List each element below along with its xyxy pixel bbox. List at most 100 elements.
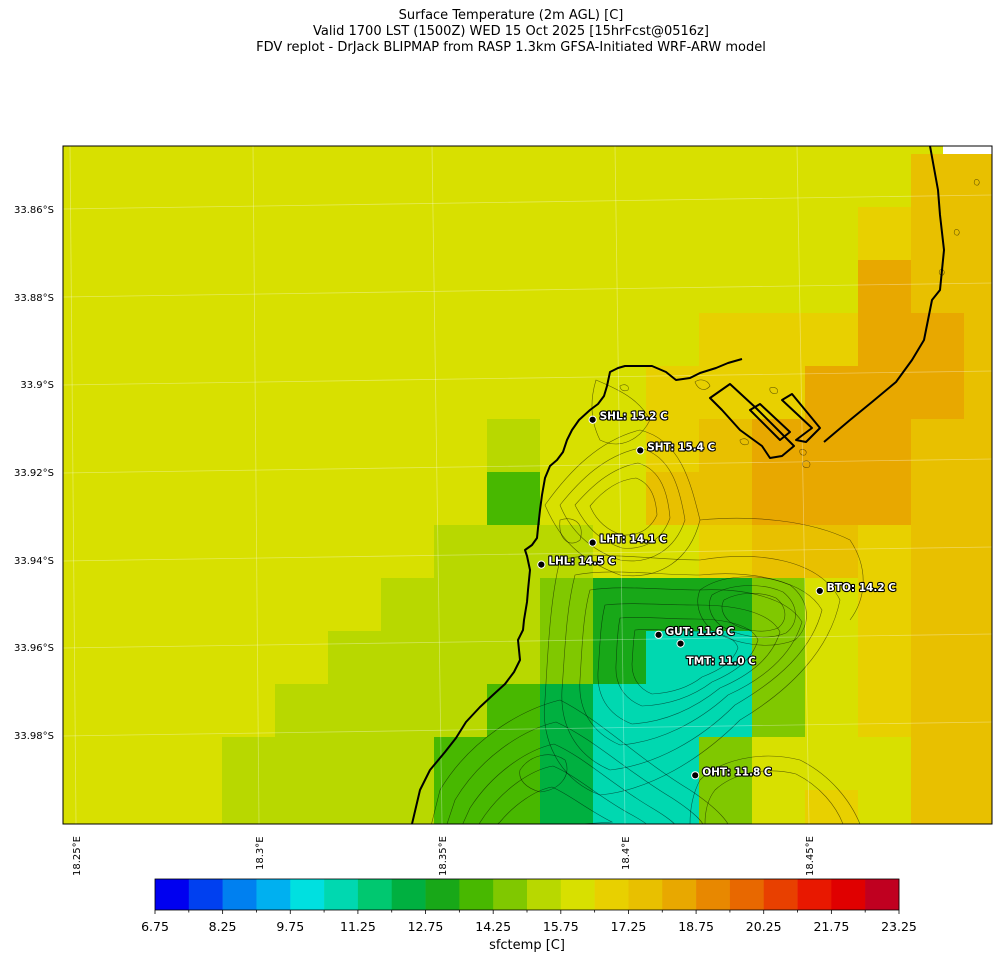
colorbar-swatch bbox=[256, 879, 291, 910]
raster-cell bbox=[116, 313, 170, 367]
station-label: BTO: 14.2 C bbox=[827, 582, 897, 594]
raster-cell bbox=[540, 684, 594, 738]
lat-label: 33.92°S bbox=[14, 468, 54, 479]
raster-cell bbox=[858, 154, 912, 208]
colorbar-swatch bbox=[696, 879, 731, 910]
raster-cell bbox=[805, 737, 859, 791]
raster-cell bbox=[646, 472, 700, 526]
raster-cell bbox=[699, 790, 753, 824]
raster-cell bbox=[911, 684, 965, 738]
raster-cell bbox=[911, 525, 965, 579]
raster-cell bbox=[275, 260, 329, 314]
raster-cell bbox=[752, 472, 806, 526]
colorbar-swatch bbox=[763, 879, 798, 910]
raster-cell bbox=[328, 578, 382, 632]
raster-cell bbox=[911, 737, 965, 791]
raster-cell bbox=[434, 525, 488, 579]
raster-cell bbox=[328, 419, 382, 473]
raster-cell bbox=[593, 154, 647, 208]
raster-cell bbox=[593, 207, 647, 261]
station-shl: SHL: 15.2 C bbox=[588, 410, 669, 424]
temperature-raster bbox=[63, 146, 992, 824]
lon-label: 18.35°E bbox=[438, 836, 449, 876]
station-dot bbox=[815, 586, 824, 596]
colorbar-swatch bbox=[560, 879, 595, 910]
raster-cell bbox=[434, 578, 488, 632]
colorbar-swatch bbox=[493, 879, 528, 910]
raster-cell bbox=[858, 525, 912, 579]
raster-cell bbox=[858, 684, 912, 738]
raster-cell bbox=[752, 154, 806, 208]
raster-cell bbox=[116, 366, 170, 420]
lat-label: 33.94°S bbox=[14, 556, 54, 567]
raster-cell bbox=[487, 154, 541, 208]
raster-cell bbox=[63, 260, 117, 314]
raster-cell bbox=[699, 260, 753, 314]
raster-cell bbox=[911, 472, 965, 526]
colorbar-swatch bbox=[729, 879, 765, 910]
raster-cell bbox=[63, 790, 64, 824]
raster-cell bbox=[752, 737, 806, 791]
raster-cell bbox=[275, 631, 329, 685]
raster-cell bbox=[381, 154, 435, 208]
colorbar-label: sfctemp [C] bbox=[489, 938, 565, 953]
colorbar-tick-label: 23.25 bbox=[881, 919, 917, 934]
lat-label: 33.9°S bbox=[20, 380, 54, 391]
raster-cell bbox=[328, 790, 382, 824]
station-dot bbox=[588, 538, 597, 547]
raster-cell bbox=[381, 631, 435, 685]
raster-cell bbox=[699, 472, 753, 526]
raster-cell bbox=[381, 313, 435, 367]
raster-cell bbox=[487, 578, 541, 632]
raster-cell bbox=[63, 472, 117, 526]
raster-cell bbox=[381, 790, 435, 824]
lat-label: 33.88°S bbox=[14, 293, 54, 304]
raster-cell bbox=[858, 313, 912, 367]
raster-cell bbox=[434, 419, 488, 473]
raster-cell bbox=[222, 260, 276, 314]
raster-cell bbox=[487, 790, 541, 824]
raster-cell bbox=[752, 631, 806, 685]
title-line-2: Valid 1700 LST (1500Z) WED 15 Oct 2025 [… bbox=[313, 24, 709, 39]
colorbar-tick-label: 15.75 bbox=[543, 919, 579, 934]
colorbar-swatch bbox=[324, 879, 359, 910]
raster-cell bbox=[964, 790, 992, 824]
raster-cell bbox=[275, 313, 329, 367]
raster-cell bbox=[646, 154, 700, 208]
raster-cell bbox=[63, 525, 64, 579]
raster-cell bbox=[487, 260, 541, 314]
raster-cell bbox=[699, 578, 753, 632]
raster-cell bbox=[328, 472, 382, 526]
raster-cell bbox=[911, 207, 965, 261]
raster-cell bbox=[646, 525, 700, 579]
raster-cell bbox=[699, 207, 753, 261]
raster-cell bbox=[540, 472, 594, 526]
raster-cell bbox=[63, 631, 117, 685]
raster-cell bbox=[63, 154, 117, 208]
station-label: OHT: 11.8 C bbox=[702, 766, 772, 778]
station-sht: SHT: 15.4 C bbox=[636, 440, 717, 455]
raster-cell bbox=[434, 472, 488, 526]
raster-cell bbox=[699, 366, 753, 420]
raster-cell bbox=[63, 146, 943, 155]
colorbar-swatch bbox=[865, 879, 900, 910]
raster-cell bbox=[222, 419, 276, 473]
colorbar-ticks: 6.75 8.25 9.75 11.25 12.75 14.25 15.75 1… bbox=[141, 919, 917, 934]
raster-cell bbox=[540, 366, 594, 420]
colorbar-swatch bbox=[662, 879, 697, 910]
raster-cell bbox=[63, 313, 64, 367]
raster-cell bbox=[63, 260, 64, 314]
raster-cell bbox=[222, 472, 276, 526]
colorbar-tick-label: 14.25 bbox=[475, 919, 511, 934]
raster-cell bbox=[434, 737, 488, 791]
raster-cell bbox=[222, 631, 276, 685]
raster-cell bbox=[275, 207, 329, 261]
raster-cell bbox=[328, 154, 382, 208]
raster-cell bbox=[169, 313, 223, 367]
raster-cell bbox=[646, 366, 700, 420]
raster-cell bbox=[63, 366, 64, 420]
colorbar-frame bbox=[154, 878, 900, 911]
station-dot bbox=[654, 630, 663, 639]
coastline bbox=[411, 146, 945, 824]
raster-cell bbox=[222, 578, 276, 632]
